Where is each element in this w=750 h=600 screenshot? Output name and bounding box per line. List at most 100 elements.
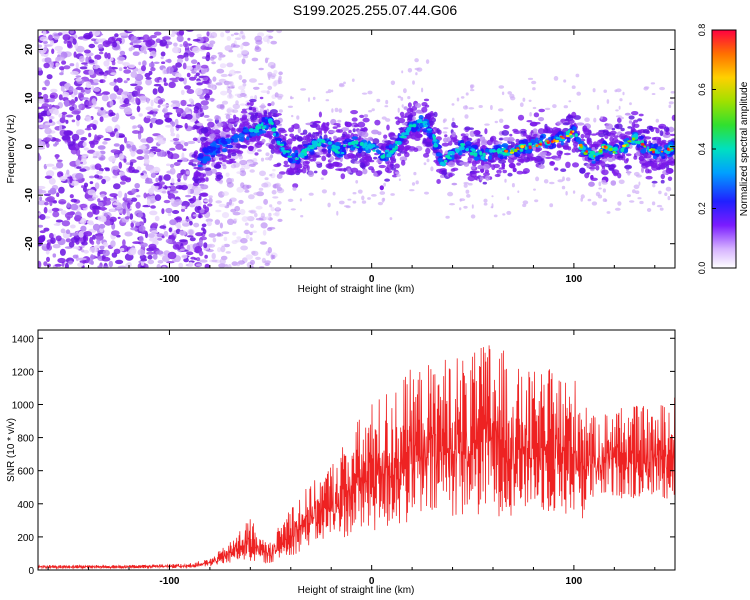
band-blob	[482, 163, 490, 170]
noise-blob	[150, 50, 157, 58]
band-blob	[668, 156, 674, 160]
noise-blob	[48, 177, 56, 185]
band-blob	[362, 168, 368, 175]
noise-blob	[39, 196, 43, 202]
noise-blob	[38, 260, 42, 268]
noise-blob	[64, 99, 70, 107]
streak-blob	[651, 93, 656, 95]
noise-blob	[115, 37, 122, 42]
noise-blob	[211, 259, 218, 263]
band-blob	[220, 132, 227, 139]
noise-blob	[70, 99, 75, 107]
band-blob	[292, 123, 300, 130]
band-blob	[302, 129, 308, 135]
noise-blob	[65, 229, 71, 234]
streak-blob	[575, 73, 580, 78]
noise-blob	[196, 122, 204, 127]
noise-blob	[215, 233, 224, 237]
ridge-blob	[656, 146, 663, 151]
streak-blob	[635, 190, 640, 194]
streak-blob	[443, 127, 449, 130]
noise-blob	[147, 254, 153, 260]
noise-blob	[101, 94, 109, 102]
noise-blob	[66, 40, 72, 48]
streak-blob	[383, 182, 386, 187]
noise-blob	[155, 119, 164, 125]
band-blob	[572, 142, 579, 147]
streak-blob	[407, 68, 413, 73]
noise-blob	[62, 91, 70, 98]
band-blob	[483, 172, 490, 177]
noise-blob	[44, 127, 52, 135]
noise-blob	[120, 104, 129, 108]
streak-blob	[401, 70, 404, 74]
band-blob	[371, 129, 379, 135]
noise-blob	[161, 235, 165, 239]
band-blob	[414, 133, 423, 139]
noise-blob	[115, 112, 120, 120]
noise-blob	[54, 45, 63, 52]
noise-blob	[250, 259, 255, 265]
noise-blob	[123, 80, 128, 84]
band-blob	[624, 131, 633, 135]
noise-blob	[233, 218, 238, 222]
noise-blob	[38, 188, 43, 195]
ridge-core	[355, 140, 358, 145]
ridge-core	[406, 127, 412, 130]
ridge-blob	[659, 153, 665, 157]
noise-blob	[149, 210, 158, 216]
noise-blob	[64, 83, 70, 89]
noise-blob	[63, 40, 68, 44]
noise-blob	[166, 67, 170, 74]
band-blob	[341, 133, 346, 138]
streak-blob	[629, 200, 635, 203]
streak-blob	[504, 178, 507, 183]
ridge-blob	[198, 153, 204, 158]
ridge-blob	[524, 150, 532, 154]
streak-blob	[414, 58, 419, 63]
noise-blob	[137, 249, 145, 256]
ridge-core	[334, 150, 338, 154]
ridge-core	[271, 127, 277, 132]
band-blob	[235, 143, 242, 149]
noise-blob	[206, 249, 214, 253]
noise-blob	[76, 129, 85, 136]
spectrogram-y-label: Frequency (Hz)	[6, 115, 17, 184]
streak-blob	[273, 63, 276, 69]
noise-blob	[138, 113, 143, 117]
ridge-core	[633, 133, 639, 138]
band-blob	[384, 140, 390, 143]
noise-blob	[75, 86, 84, 91]
noise-blob	[150, 67, 156, 72]
ridge-core	[423, 124, 429, 128]
band-blob	[229, 121, 237, 125]
band-blob	[201, 141, 204, 145]
streak-blob	[296, 115, 300, 120]
ridge-blob	[642, 148, 647, 151]
streak-blob	[650, 82, 656, 85]
noise-blob	[181, 208, 185, 212]
band-blob	[490, 137, 494, 143]
noise-blob	[99, 116, 104, 123]
noise-blob	[254, 46, 262, 52]
streak-blob	[478, 105, 483, 108]
noise-blob	[129, 161, 134, 167]
streak-blob	[271, 189, 277, 195]
band-blob	[582, 125, 588, 132]
ridge-core	[317, 143, 321, 147]
noise-blob	[171, 121, 176, 127]
noise-blob	[88, 69, 95, 76]
noise-blob	[208, 83, 214, 89]
noise-blob	[64, 212, 74, 219]
band-blob	[332, 126, 338, 129]
noise-blob	[38, 118, 42, 122]
noise-blob	[119, 181, 126, 185]
noise-blob	[252, 158, 258, 163]
noise-blob	[46, 242, 50, 250]
noise-blob	[103, 60, 110, 67]
streak-blob	[519, 102, 524, 107]
hot-spot	[504, 150, 508, 153]
noise-blob	[115, 131, 120, 139]
noise-blob	[169, 219, 177, 226]
band-blob	[484, 128, 488, 135]
